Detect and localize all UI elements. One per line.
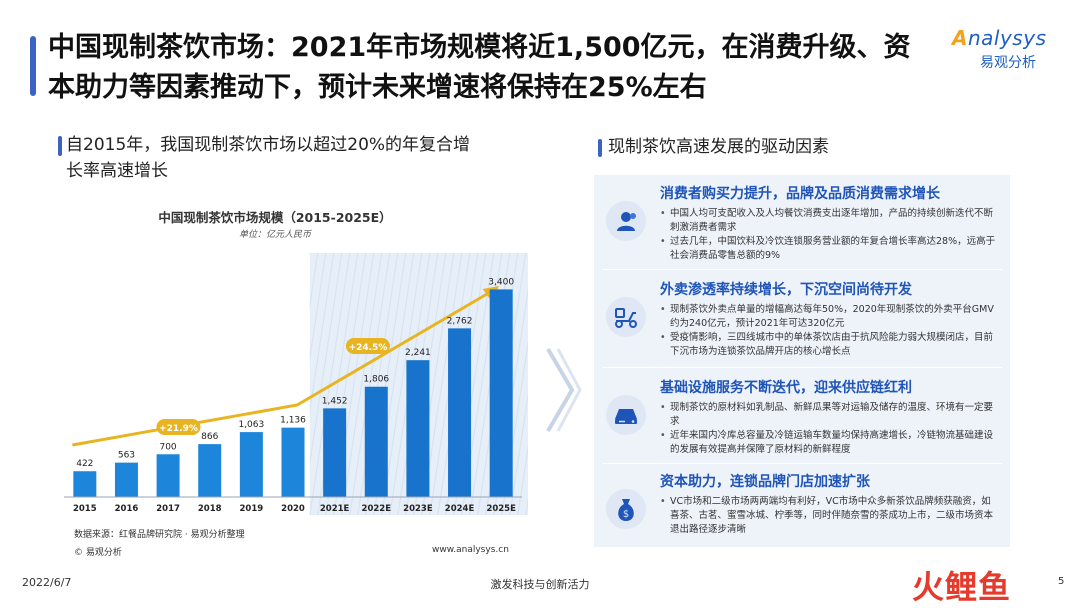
- growth-label: +21.9%: [159, 424, 198, 434]
- data-source: 数据来源：红餐品牌研究院 · 易观分析整理: [74, 530, 245, 540]
- x-tick-label: 2023E: [403, 504, 433, 514]
- driver-title: 外卖渗透率持续增长，下沉空间尚待开发: [660, 282, 912, 298]
- x-tick-label: 2025E: [486, 504, 516, 514]
- chevron-right-icon: [546, 347, 582, 433]
- x-tick-label: 2022E: [362, 504, 392, 514]
- footer-brand-part-2: 鲤鱼: [945, 568, 1012, 606]
- x-tick-label: 2018: [198, 504, 222, 514]
- forecast-hatch: [517, 444, 528, 515]
- bar-value-label: 1,136: [280, 416, 306, 426]
- forecast-hatch: [309, 253, 343, 466]
- copyright: © 易观分析: [74, 548, 122, 558]
- footer-slogan: 激发科技与创新活力: [490, 578, 590, 591]
- bar: [406, 360, 430, 497]
- money-icon: $: [606, 489, 646, 529]
- bar-value-label: 2,241: [405, 348, 431, 358]
- driver-bullets: 现制茶饮的原材料如乳制品、新鲜瓜果等对运输及储存的温度、环境有一定要求 近年来国…: [660, 401, 1000, 457]
- divider: [602, 269, 1002, 270]
- driver-bullet: 近年来国内冷库总容量及冷链运输车数量均保持高速增长，冷链物流基础建设的发展有效提…: [660, 429, 1000, 457]
- bar: [323, 408, 347, 497]
- driver-title: 基础设施服务不断迭代，迎来供应链红利: [660, 380, 912, 396]
- logo-initial: A: [952, 26, 968, 50]
- bar-value-label: 2,762: [447, 316, 473, 326]
- left-section-heading: 自2015年，我国现制茶饮市场以超过20%的年复合增长率高速增长: [66, 135, 471, 181]
- driver-bullets: 现制茶饮外卖点单量的增幅高达每年50%，2020年现制茶饮的外卖平台GMV约为2…: [660, 303, 1000, 359]
- logo-wordmark-text: nalysys: [967, 26, 1047, 50]
- drivers-panel: 消费者购买力提升，品牌及品质消费需求增长 中国人均可支配收入及人均餐饮消费支出逐…: [594, 175, 1010, 547]
- page-title: 中国现制茶饮市场：2021年市场规模将近1,500亿元，在消费升级、资本助力等因…: [48, 32, 911, 103]
- driver-bullet: 过去几年，中国饮料及冷饮连锁服务营业额的年复合增长率高达28%，远高于社会消费品…: [660, 235, 1000, 263]
- logo-wordmark: Analysys: [952, 26, 1064, 50]
- bar-value-label: 866: [201, 432, 218, 442]
- scooter-icon: [606, 297, 646, 337]
- svg-text:$: $: [623, 509, 629, 520]
- logo-cn-text: 易观分析: [980, 55, 1036, 71]
- bar-value-label: 563: [118, 451, 135, 461]
- bar: [114, 462, 138, 497]
- x-tick-label: 2024E: [445, 504, 475, 514]
- right-section-heading: 现制茶饮高速发展的驱动因素: [608, 137, 829, 157]
- user-icon: [606, 201, 646, 241]
- forecast-hatch: [349, 253, 391, 515]
- bar-value-label: 700: [159, 442, 176, 452]
- driver-bullet: 中国人均可支配收入及人均餐饮消费支出逐年增加，产品的持续创新迭代不断刺激消费者需…: [660, 207, 1000, 235]
- trend-arrow-line: [72, 291, 490, 447]
- left-heading-bar: [58, 136, 62, 156]
- growth-label: +24.5%: [349, 343, 388, 353]
- bar: [198, 444, 222, 497]
- x-tick-label: 2015: [73, 504, 97, 514]
- market-size-bar-chart: +21.9% +24.5% 422 2015 563 2016 700 2017 866 2018…: [64, 253, 528, 515]
- driver-bullet: 现制茶饮外卖点单量的增幅高达每年50%，2020年现制茶饮的外卖平台GMV约为2…: [660, 303, 1000, 331]
- driver-bullet: 现制茶饮的原材料如乳制品、新鲜瓜果等对运输及储存的温度、环境有一定要求: [660, 401, 1000, 429]
- bar: [489, 289, 513, 497]
- analysys-logo: Analysys 易观分析: [952, 26, 1064, 82]
- bar: [156, 454, 180, 497]
- footer-date: 2022/6/7: [22, 576, 72, 589]
- forecast-hatch: [309, 253, 319, 309]
- x-tick-label: 2019: [240, 504, 264, 514]
- forecast-hatch: [309, 253, 351, 515]
- bar-value-label: 1,063: [238, 420, 264, 430]
- bar: [239, 432, 263, 497]
- forecast-hatch: [309, 253, 335, 414]
- chart-unit: 单位：亿元人民币: [238, 230, 311, 240]
- bar: [73, 471, 97, 497]
- driver-bullet: 受疫情影响，三四线城市中的单体茶饮店由于抗风险能力弱大规模闭店，目前下沉市场为连…: [660, 331, 1000, 359]
- x-tick-label: 2021E: [320, 504, 350, 514]
- bar: [364, 386, 388, 497]
- footer-brand-logo: 火鲤鱼: [912, 562, 1011, 608]
- forecast-hatch: [381, 253, 423, 515]
- x-tick-label: 2020: [281, 504, 305, 514]
- storage-icon: [606, 395, 646, 435]
- right-heading-bar: [598, 139, 602, 157]
- x-tick-label: 2016: [115, 504, 139, 514]
- bar-value-label: 1,806: [363, 375, 389, 385]
- divider: [602, 367, 1002, 368]
- forecast-hatch: [309, 253, 327, 362]
- forecast-hatch: [357, 253, 399, 515]
- growth-badge: [156, 419, 201, 435]
- page-number: 5: [1058, 576, 1065, 587]
- footer-brand-part-1: 火: [912, 568, 946, 606]
- driver-bullets: 中国人均可支配收入及人均餐饮消费支出逐年增加，产品的持续创新迭代不断刺激消费者需…: [660, 207, 1000, 263]
- driver-title: 消费者购买力提升，品牌及品质消费需求增长: [660, 186, 940, 202]
- bar-value-label: 422: [76, 459, 93, 469]
- title-accent-bar: [30, 36, 36, 96]
- driver-bullets: VC市场和二级市场两两端均有利好，VC市场中众多新茶饮品牌频获融资，如喜茶、古茗…: [660, 495, 1000, 537]
- divider: [602, 463, 1002, 464]
- growth-badge: [345, 338, 390, 354]
- bar-value-label: 3,400: [488, 277, 514, 287]
- website: www.analysys.cn: [432, 545, 509, 555]
- x-tick-label: 2017: [156, 504, 180, 514]
- bar-value-label: 1,452: [322, 396, 348, 406]
- bar: [448, 328, 472, 497]
- chart-title: 中国现制茶饮市场规模（2015-2025E）: [158, 210, 392, 225]
- bar: [281, 427, 305, 497]
- driver-bullet: VC市场和二级市场两两端均有利好，VC市场中众多新茶饮品牌频获融资，如喜茶、古茗…: [660, 495, 1000, 537]
- forecast-hatch: [341, 253, 383, 515]
- driver-title: 资本助力，连锁品牌门店加速扩张: [660, 474, 870, 490]
- forecast-hatch: [509, 392, 528, 515]
